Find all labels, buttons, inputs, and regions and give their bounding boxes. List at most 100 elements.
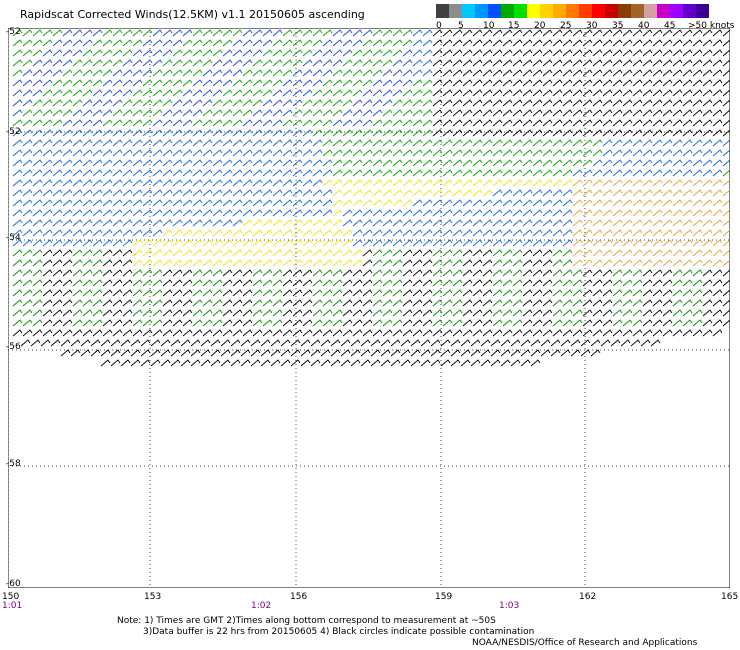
wind-barb [122,69,133,77]
wind-barb [622,59,633,67]
legend-swatch [436,4,449,18]
wind-barb [532,159,543,167]
wind-barb [462,149,473,157]
wind-barb [722,269,730,277]
wind-barb [312,219,323,227]
wind-barb [322,159,333,167]
wind-barb [160,349,171,357]
wind-barb [12,259,23,267]
wind-barb [252,39,263,47]
wind-barb [632,69,643,77]
wind-barb [42,219,53,227]
wind-barb [322,289,333,297]
wind-barb [252,299,263,307]
wind-barb [512,79,523,87]
wind-barb [682,239,693,247]
wind-barb [652,219,663,227]
wind-barb [692,149,703,157]
wind-barb [122,219,133,227]
wind-barb [172,29,183,37]
wind-barb [470,339,481,347]
wind-barb [282,89,293,97]
wind-barb [192,329,203,337]
wind-barb [592,289,603,297]
wind-barb [682,159,693,167]
wind-barb [262,29,273,37]
wind-barb [622,159,633,167]
wind-barb [530,349,541,357]
wind-barb [702,189,713,197]
wind-barb [412,219,423,227]
wind-barb [122,259,133,267]
wind-barb [552,299,563,307]
wind-barb [562,49,573,57]
wind-barb [452,129,463,137]
wind-barb [382,59,393,67]
wind-barb [132,189,143,197]
wind-barb [52,59,63,67]
wind-barb [110,359,121,367]
wind-barb [552,319,563,327]
wind-barb [712,109,723,117]
wind-barb [572,239,583,247]
wind-barb [442,219,453,227]
wind-barb [472,79,483,87]
wind-barb [202,219,213,227]
wind-barb [80,339,91,347]
wind-barb [172,179,183,187]
wind-barb [72,189,83,197]
wind-barb [502,39,513,47]
wind-barb [302,149,313,157]
wind-barb [42,139,53,147]
wind-barb [312,159,323,167]
lat-label: -52 [6,27,21,37]
wind-barb [572,179,583,187]
wind-barb [132,319,143,327]
wind-barb [382,89,393,97]
wind-barb [362,279,373,287]
wind-barb [262,319,273,327]
wind-barb [330,359,341,367]
wind-barb [12,249,23,257]
wind-barb [172,269,183,277]
wind-barb [472,219,483,227]
wind-barb [582,29,593,37]
wind-barb [392,99,403,107]
wind-barb [432,229,443,237]
wind-barb [702,199,713,207]
wind-barb [70,349,81,357]
wind-barb [612,299,623,307]
wind-barb [122,59,133,67]
wind-barb [322,169,333,177]
wind-barb [712,199,723,207]
wind-barb [502,249,513,257]
wind-barb [682,189,693,197]
wind-barb [132,179,143,187]
wind-barb [130,359,141,367]
wind-barb [342,329,353,337]
wind-barb [412,209,423,217]
wind-barb [712,269,723,277]
wind-barb [662,259,673,267]
wind-barb [70,339,81,347]
wind-barb [382,109,393,117]
wind-barb [92,309,103,317]
wind-barb [702,39,713,47]
wind-barb [402,39,413,47]
wind-barb [182,129,193,137]
wind-barb [122,109,133,117]
wind-barb [152,279,163,287]
wind-barb [232,299,243,307]
wind-barb [472,89,483,97]
wind-barb [12,279,23,287]
wind-barb [452,229,463,237]
wind-barb [590,349,601,357]
wind-barb [322,329,333,337]
wind-barb [672,99,683,107]
wind-barb [490,359,501,367]
wind-barb [412,199,423,207]
wind-barb [402,199,413,207]
wind-barb [632,269,643,277]
wind-barb [302,219,313,227]
wind-barb [432,319,443,327]
